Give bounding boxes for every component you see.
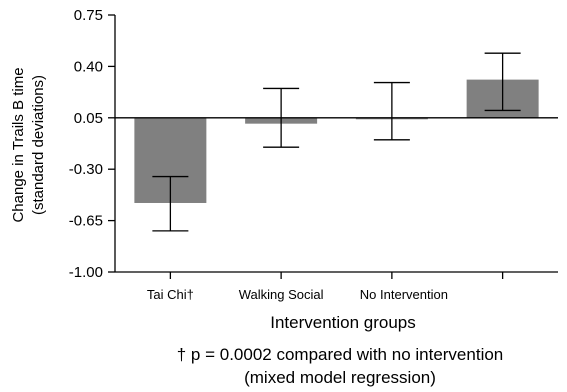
y-axis-title-line1: Change in Trails B time — [10, 67, 27, 222]
y-tick-label: 0.05 — [74, 110, 103, 127]
x-tick-label: No Intervention — [360, 287, 448, 302]
y-tick-label: -0.30 — [69, 161, 103, 178]
y-tick-label: -1.00 — [69, 264, 103, 281]
y-axis-title-line2: (standard deviations) — [30, 75, 47, 215]
plot-area: -1.00 -0.65 -0.30 0.05 0.40 0.75 Tai Chi† Walki… — [69, 7, 558, 302]
x-tick-label: Walking Social — [239, 287, 324, 302]
y-tick-label: 0.75 — [74, 7, 103, 24]
x-tick-label: Tai Chi† — [147, 287, 194, 302]
y-tick-label: -0.65 — [69, 213, 103, 230]
footnote-line2: (mixed model regression) — [244, 368, 436, 387]
footnote-line1: † p = 0.0002 compared with no interventi… — [177, 345, 504, 364]
x-axis-title: Intervention groups — [270, 313, 416, 332]
y-tick-label: 0.40 — [74, 58, 103, 75]
